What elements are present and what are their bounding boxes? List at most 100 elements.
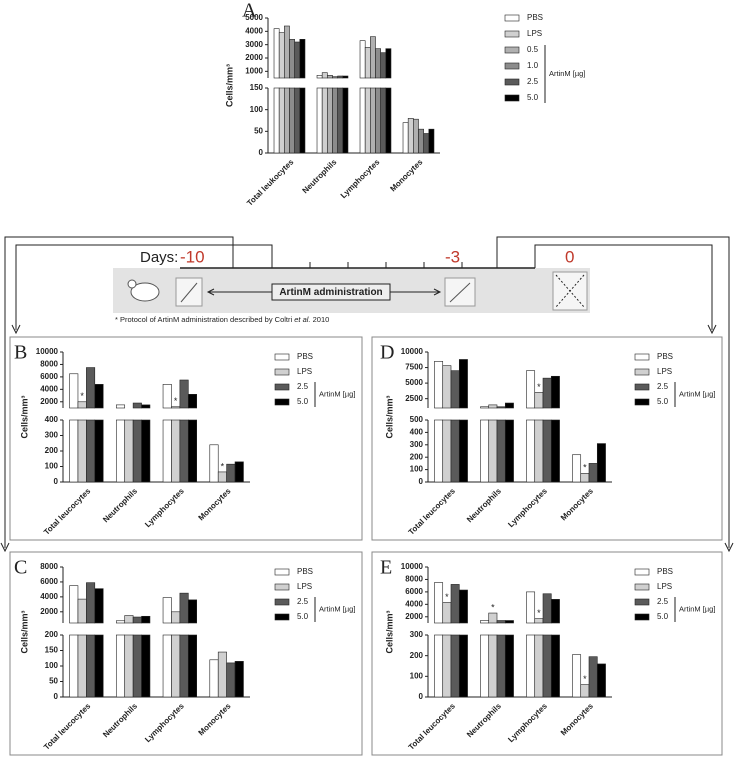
y-tick-label: 2000 bbox=[245, 53, 263, 62]
bar bbox=[141, 634, 151, 698]
connector bbox=[496, 236, 730, 548]
panel-letter: E bbox=[380, 557, 392, 579]
day-mark: -10 bbox=[180, 247, 205, 266]
bar bbox=[342, 75, 349, 79]
bar bbox=[480, 634, 490, 698]
bar bbox=[450, 634, 460, 698]
bar bbox=[434, 361, 444, 409]
bar bbox=[504, 634, 514, 698]
bar bbox=[284, 87, 290, 154]
bar bbox=[458, 634, 468, 698]
bar bbox=[171, 611, 181, 624]
bar bbox=[187, 419, 198, 483]
bar bbox=[234, 461, 244, 483]
bar bbox=[534, 392, 544, 409]
legend-label: LPS bbox=[527, 29, 542, 38]
y-tick-label: 8000 bbox=[405, 575, 423, 584]
y-tick-label: 100 bbox=[410, 465, 424, 474]
y-tick-label: 6000 bbox=[40, 577, 58, 586]
legend-label: 5.0 bbox=[527, 93, 539, 102]
bar bbox=[69, 419, 79, 483]
y-tick-label: 2000 bbox=[40, 607, 58, 616]
x-tick-label: Monocytes bbox=[197, 486, 233, 522]
note-text: 2010 bbox=[313, 315, 330, 324]
bar bbox=[86, 419, 96, 483]
significance-marker: * bbox=[491, 602, 495, 612]
bar bbox=[124, 419, 134, 483]
bar bbox=[550, 419, 560, 483]
bar bbox=[77, 401, 87, 409]
x-tick-label: Lymphocytes bbox=[143, 486, 186, 529]
y-tick-label: 10000 bbox=[401, 562, 424, 571]
bar bbox=[141, 419, 151, 483]
bar bbox=[488, 634, 498, 698]
y-tick-label: 7500 bbox=[405, 363, 423, 372]
significance-marker: * bbox=[537, 608, 541, 618]
y-tick-label: 150 bbox=[45, 646, 59, 655]
y-tick-label: 6000 bbox=[405, 587, 423, 596]
bar bbox=[141, 615, 151, 624]
legend-label: LPS bbox=[297, 582, 312, 591]
bar bbox=[534, 634, 544, 698]
y-tick-label: 50 bbox=[254, 126, 263, 135]
x-tick-label: Monocytes bbox=[388, 157, 424, 193]
y-tick-label: 50 bbox=[49, 677, 58, 686]
significance-marker: * bbox=[583, 463, 587, 473]
bar bbox=[496, 406, 506, 409]
legend-label: 2.5 bbox=[657, 597, 669, 606]
x-tick-label: Lymphocytes bbox=[506, 486, 549, 529]
bar bbox=[132, 419, 142, 483]
significance-marker: * bbox=[221, 461, 225, 471]
y-tick-label: 200 bbox=[410, 452, 424, 461]
legend-swatch bbox=[504, 14, 520, 22]
legend-swatch bbox=[634, 383, 650, 391]
legend-swatch bbox=[634, 353, 650, 361]
admin-label-box bbox=[271, 283, 391, 301]
legend-swatch bbox=[634, 568, 650, 576]
x-tick-label: Total leucocytes bbox=[407, 486, 458, 537]
legend-label: 2.5 bbox=[657, 382, 669, 391]
y-tick-label: 0 bbox=[259, 148, 264, 157]
days-label: Days: bbox=[140, 249, 178, 266]
y-tick-label: 4000 bbox=[40, 384, 58, 393]
legend-label: LPS bbox=[657, 582, 672, 591]
y-axis-label: Cells/mm³ bbox=[384, 610, 394, 653]
y-tick-label: 300 bbox=[410, 630, 424, 639]
bar bbox=[289, 39, 295, 79]
note-text: * Protocol of ArtinM administration desc… bbox=[115, 315, 292, 324]
connector bbox=[534, 244, 713, 330]
bar bbox=[217, 471, 227, 483]
bar bbox=[542, 634, 552, 698]
y-tick-label: 300 bbox=[45, 431, 59, 440]
y-tick-label: 5000 bbox=[245, 13, 263, 22]
bar bbox=[115, 404, 126, 409]
bar bbox=[380, 52, 387, 79]
y-tick-label: 6000 bbox=[40, 372, 58, 381]
bar bbox=[364, 87, 371, 154]
legend-group-label: ArtinM [µg] bbox=[679, 604, 715, 613]
y-tick-label: 2000 bbox=[405, 612, 423, 621]
legend-label: LPS bbox=[297, 367, 312, 376]
bar bbox=[526, 419, 536, 483]
bar bbox=[294, 41, 301, 79]
mouse-icon bbox=[127, 271, 588, 311]
bar bbox=[278, 32, 285, 79]
legend-label: 2.5 bbox=[297, 597, 309, 606]
y-tick-label: 0 bbox=[419, 477, 424, 486]
bar bbox=[434, 582, 444, 624]
bar bbox=[234, 661, 244, 698]
legend-swatch bbox=[274, 583, 290, 591]
legend-group-label: ArtinM [µg] bbox=[549, 69, 585, 78]
legend-swatch bbox=[504, 94, 520, 102]
y-tick-label: 5000 bbox=[405, 378, 423, 387]
bar bbox=[226, 463, 236, 483]
x-tick-label: Neutrophils bbox=[465, 486, 503, 524]
bar bbox=[337, 87, 344, 154]
x-tick-label: Lymphocytes bbox=[143, 701, 186, 744]
bar bbox=[299, 39, 306, 79]
y-tick-label: 200 bbox=[45, 446, 59, 455]
bar bbox=[316, 87, 323, 154]
bar bbox=[526, 634, 536, 698]
arrow-head bbox=[707, 324, 717, 335]
